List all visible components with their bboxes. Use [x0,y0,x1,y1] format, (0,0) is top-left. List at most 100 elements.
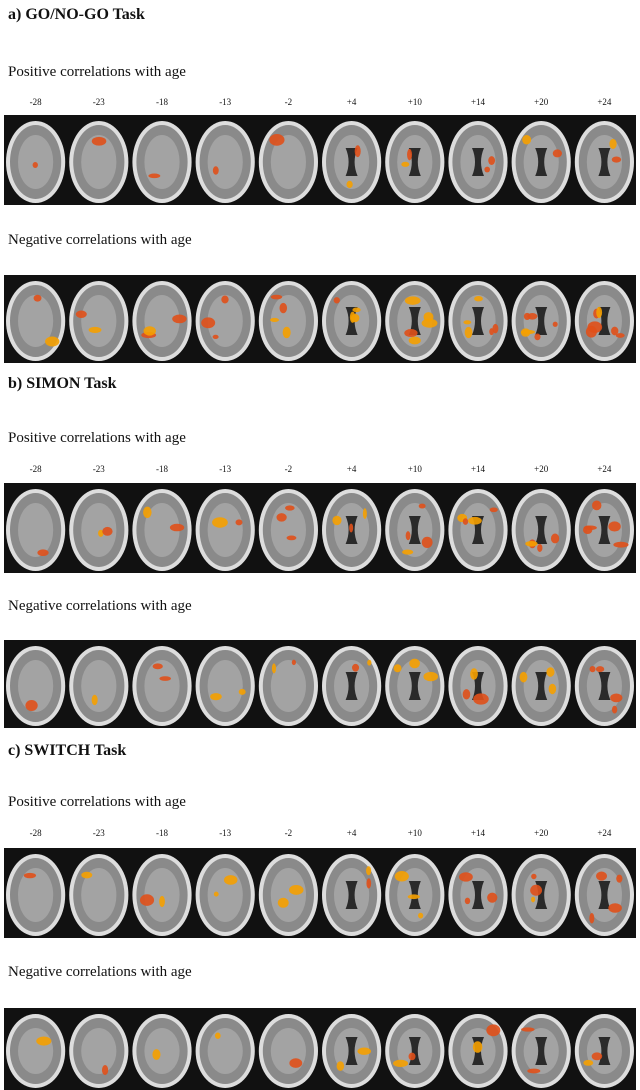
activation [613,542,628,548]
activation [609,139,616,149]
activation [551,534,559,544]
activation [355,145,361,157]
slice-label: +24 [597,464,611,474]
activation [395,871,409,881]
activation [596,871,607,880]
activation [337,1061,345,1071]
slice-label: +4 [347,464,357,474]
activation [144,326,156,335]
activation [592,1052,603,1060]
activation [583,526,592,534]
slice-label: +14 [471,828,485,838]
activation [404,329,417,337]
activation [525,541,537,547]
white-matter [208,1028,243,1074]
slice-label: +4 [347,97,357,107]
activation [524,313,531,320]
activation [236,519,243,525]
brain-slice-strip [4,115,636,205]
activation [224,875,237,885]
slice-label: -18 [156,97,168,107]
slice-label: +4 [347,828,357,838]
activation [143,507,152,518]
activation [269,134,284,146]
slice-label: -18 [156,828,168,838]
row-label: Positive correlations with age [8,430,186,447]
activation [612,706,617,714]
activation [583,1060,593,1066]
activation [152,1049,160,1060]
activation [407,149,412,160]
activation [367,660,371,666]
activation [24,873,36,878]
panel-title: a) GO/NO-GO Task [8,6,145,24]
activation [521,330,535,334]
activation [474,296,483,301]
slice-label: -28 [30,828,42,838]
activation [349,523,353,532]
activation [596,666,604,672]
figure: a) GO/NO-GO Task Positive correlations wi… [0,0,640,1090]
activation [92,137,107,146]
activation [553,149,562,157]
activation [159,896,165,907]
activation [418,913,423,919]
slice-label: -28 [30,464,42,474]
activation [221,296,228,304]
activation [531,874,536,879]
activation [522,135,531,144]
activation [394,664,402,672]
activation [89,327,102,333]
activation [409,659,420,669]
activation [366,866,371,875]
slice-label: -23 [93,828,105,838]
activation [278,898,289,908]
row-label: Positive correlations with age [8,64,186,81]
activation [212,517,228,528]
activation [276,513,286,522]
activation [549,684,557,694]
panel-title: b) SIMON Task [8,375,117,393]
activation [463,320,471,324]
activation [292,660,296,665]
white-matter [208,135,243,189]
white-matter [18,503,53,557]
activation [33,162,38,168]
activation [590,666,596,672]
activation [486,1024,500,1036]
white-matter [271,660,306,712]
white-matter [271,868,306,922]
activation [610,693,622,702]
activation [213,335,219,339]
activation [270,318,279,322]
panel-title: c) SWITCH Task [8,742,126,760]
activation [159,676,171,681]
slice-label: +24 [597,828,611,838]
activation [366,878,371,888]
activation [37,549,48,556]
slice-label: +20 [534,828,548,838]
activation [546,667,554,677]
slice-label: +10 [408,97,422,107]
activation [102,1065,108,1075]
activation [592,501,601,511]
brain-slice-strip [4,275,636,363]
white-matter [18,135,53,189]
activation [608,521,620,531]
activation [521,1027,534,1031]
row-label: Negative correlations with age [8,964,192,981]
slice-label: -13 [219,97,231,107]
activation [422,537,433,548]
brain-slice-strip [4,483,636,573]
slice-label: -2 [285,464,293,474]
activation [611,327,618,336]
activation [612,157,621,163]
brain-slice-strip [4,640,636,728]
activation [148,174,160,179]
slice-label: -13 [219,464,231,474]
activation [36,1036,51,1045]
activation [409,1053,416,1061]
slice-label: -23 [93,97,105,107]
activation [272,663,276,673]
activation [531,897,535,903]
